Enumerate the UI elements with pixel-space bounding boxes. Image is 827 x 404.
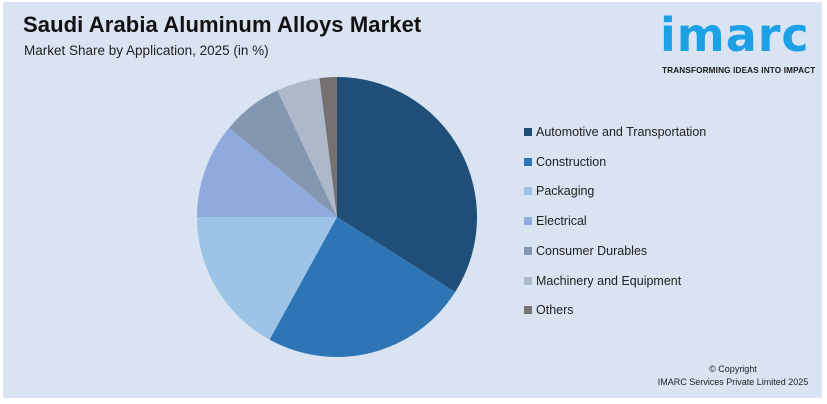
logo-tagline: TRANSFORMING IDEAS INTO IMPACT [662,66,816,75]
chart-card: Saudi Arabia Aluminum Alloys Market Mark… [3,2,822,398]
legend-item: Others [524,302,574,318]
pie-slice-packaging [197,217,337,340]
legend-item: Automotive and Transportation [524,124,706,140]
chart-subtitle: Market Share by Application, 2025 (in %) [24,43,269,58]
legend-label: Machinery and Equipment [536,274,682,288]
copyright-line-2: IMARC Services Private Limited 2025 [657,377,809,387]
legend-item: Packaging [524,183,594,199]
logo-wordmark: imarc [660,8,810,62]
pie-slice-machinery-and-equipment [277,78,337,217]
legend-swatch-icon [524,128,532,136]
copyright-line-1: © Copyright [709,364,757,374]
legend-swatch-icon [524,247,532,255]
legend-item: Machinery and Equipment [524,273,681,289]
legend-label: Others [536,303,574,317]
pie-slice-others [319,77,337,217]
copyright-notice: © Copyright IMARC Services Private Limit… [643,363,823,389]
legend-label: Packaging [536,184,595,198]
imarc-logo: imarc TRANSFORMING IDEAS INTO IMPACT [658,8,823,83]
legend-swatch-icon [524,187,532,195]
legend-swatch-icon [524,217,532,225]
pie-slice-electrical [197,127,337,217]
legend-item: Electrical [524,213,587,229]
pie-slice-consumer-durables [229,90,337,217]
pie-slice-construction [269,217,456,357]
legend-swatch-icon [524,158,532,166]
legend-label: Consumer Durables [536,244,648,258]
legend-label: Construction [536,155,607,169]
pie-chart [197,77,477,357]
legend-item: Construction [524,154,606,170]
pie-slice-automotive-and-transportation [337,77,477,293]
legend-item: Consumer Durables [524,243,647,259]
chart-title: Saudi Arabia Aluminum Alloys Market [23,12,422,37]
legend-swatch-icon [524,277,532,285]
legend-label: Automotive and Transportation [536,125,707,139]
legend-swatch-icon [524,306,532,314]
legend-label: Electrical [536,214,587,228]
pie-slices [197,77,477,357]
